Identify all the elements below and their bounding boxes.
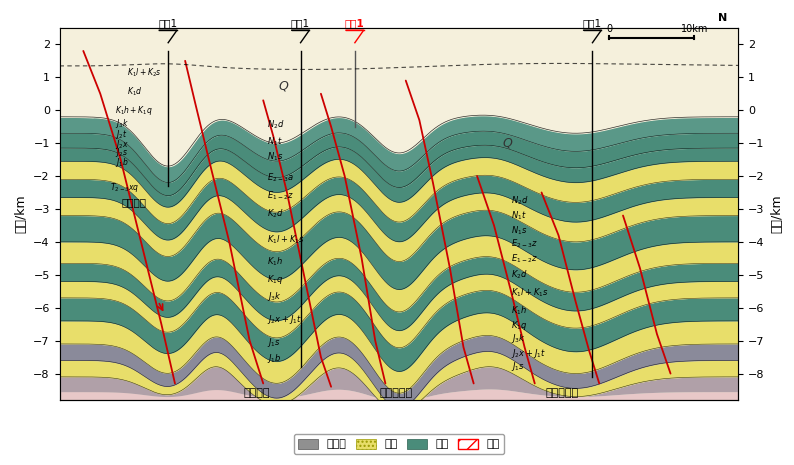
Text: $J_2x$: $J_2x$ [115, 138, 129, 151]
Text: $K_1l+K_2s$: $K_1l+K_2s$ [127, 66, 162, 79]
Text: $K_1l+K_1s$: $K_1l+K_1s$ [267, 234, 304, 246]
Text: $N_1s$: $N_1s$ [511, 224, 527, 237]
Text: $K_1h$: $K_1h$ [511, 305, 527, 317]
Text: $K_1q$: $K_1q$ [267, 273, 283, 286]
Text: $E_{1-2}z$: $E_{1-2}z$ [511, 252, 538, 265]
Text: $J_1b$: $J_1b$ [115, 156, 129, 169]
Text: Q: Q [279, 79, 288, 92]
Text: $N_2d$: $N_2d$ [511, 194, 529, 207]
Text: $K_1q$: $K_1q$ [511, 319, 527, 332]
Text: $N_1t$: $N_1t$ [511, 209, 526, 222]
Text: $E_{1-2}z$: $E_{1-2}z$ [267, 190, 293, 202]
Text: $K_1l+K_1s$: $K_1l+K_1s$ [511, 286, 549, 299]
Text: 东湾1: 东湾1 [291, 18, 310, 28]
Text: N: N [718, 13, 727, 23]
Text: $E_{2-3}a$: $E_{2-3}a$ [267, 172, 293, 184]
Text: Q: Q [503, 137, 513, 150]
Text: 0: 0 [607, 24, 612, 34]
Text: $J_3k$: $J_3k$ [511, 332, 526, 345]
Text: $E_{2-3}z$: $E_{2-3}z$ [511, 237, 538, 250]
Y-axis label: 海拔/km: 海拔/km [770, 194, 783, 233]
Text: $J_2x+J_1t$: $J_2x+J_1t$ [267, 313, 302, 326]
Text: 呼图壁背斜: 呼图壁背斜 [545, 388, 579, 399]
Text: $K_1h+K_1q$: $K_1h+K_1q$ [115, 104, 153, 117]
Text: $N_2d$: $N_2d$ [267, 119, 284, 131]
Text: $J_1s$: $J_1s$ [267, 336, 280, 349]
Text: 10km: 10km [680, 24, 708, 34]
Text: 齐古背斜: 齐古背斜 [121, 197, 147, 207]
Text: 吐谷鲁背斜: 吐谷鲁背斜 [379, 388, 412, 399]
Text: $J_2s$: $J_2s$ [115, 146, 128, 159]
Text: 大丰1: 大丰1 [583, 18, 602, 28]
Text: $J_3k$: $J_3k$ [267, 290, 282, 303]
Text: $K_1h$: $K_1h$ [267, 255, 283, 268]
Legend: 烃源岩, 储层, 盖层, 断层: 烃源岩, 储层, 盖层, 断层 [294, 434, 504, 454]
Text: $J_2t$: $J_2t$ [115, 128, 128, 141]
Text: $J_2x+J_1t$: $J_2x+J_1t$ [511, 347, 546, 360]
Text: $J_3k$: $J_3k$ [115, 117, 129, 130]
Text: $J_1b$: $J_1b$ [267, 352, 281, 365]
Text: $N_1t$: $N_1t$ [267, 135, 283, 148]
Text: 东湾背斜: 东湾背斜 [243, 388, 270, 399]
Text: $J_1s$: $J_1s$ [511, 360, 525, 373]
Text: $K_2d$: $K_2d$ [511, 269, 528, 281]
Text: $K_2d$: $K_2d$ [267, 208, 283, 220]
Text: $K_1d$: $K_1d$ [127, 86, 143, 98]
Text: 齐古1: 齐古1 [159, 18, 178, 28]
Text: 乐探1: 乐探1 [345, 18, 364, 28]
Text: $T_{2-3}xq$: $T_{2-3}xq$ [110, 181, 140, 194]
Y-axis label: 海拔/km: 海拔/km [15, 194, 28, 233]
Text: $N_1s$: $N_1s$ [267, 150, 283, 163]
